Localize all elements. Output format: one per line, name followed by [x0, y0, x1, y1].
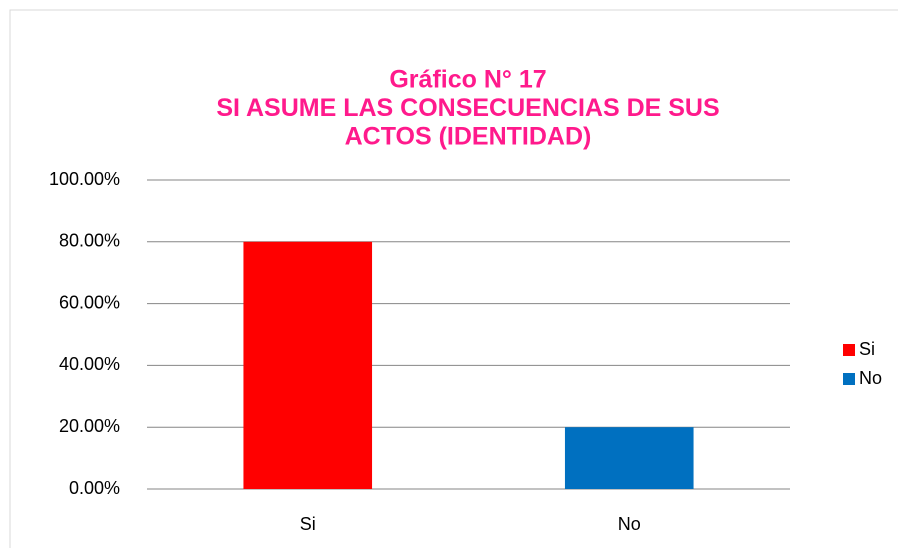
y-tick-label: 80.00%	[59, 231, 120, 251]
legend-label: Si	[859, 339, 875, 359]
chart-title: ACTOS (IDENTIDAD)	[345, 123, 592, 151]
legend-label: No	[859, 368, 882, 388]
x-tick-label: No	[618, 514, 641, 534]
bar	[243, 241, 373, 489]
legend-swatch	[843, 373, 855, 385]
legend-swatch	[843, 344, 855, 356]
y-tick-label: 20.00%	[59, 416, 120, 436]
y-tick-label: 40.00%	[59, 354, 120, 374]
chart-title: SI ASUME LAS CONSECUENCIAS DE SUS	[216, 94, 719, 122]
x-tick-label: Si	[300, 514, 316, 534]
y-tick-label: 60.00%	[59, 292, 120, 312]
chart-title: Gráfico N° 17	[389, 66, 546, 94]
y-tick-label: 0.00%	[69, 478, 120, 498]
y-tick-label: 100.00%	[49, 169, 120, 189]
chart-frame	[9, 9, 898, 548]
bar	[564, 427, 694, 489]
